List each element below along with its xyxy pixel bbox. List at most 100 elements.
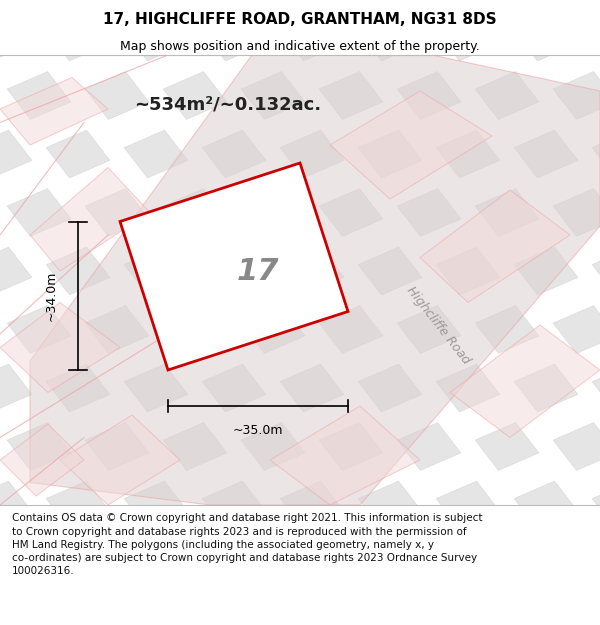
Polygon shape	[0, 302, 120, 392]
Polygon shape	[358, 598, 422, 625]
Polygon shape	[46, 247, 110, 295]
Polygon shape	[0, 247, 32, 295]
Text: 17: 17	[237, 256, 279, 286]
Text: ~35.0m: ~35.0m	[233, 424, 283, 438]
Polygon shape	[358, 247, 422, 295]
Polygon shape	[553, 422, 600, 471]
Text: ~34.0m: ~34.0m	[44, 271, 58, 321]
Polygon shape	[120, 163, 348, 370]
Polygon shape	[436, 364, 500, 412]
Polygon shape	[163, 189, 227, 236]
Polygon shape	[202, 13, 266, 61]
Polygon shape	[163, 0, 227, 2]
Polygon shape	[85, 72, 149, 119]
Polygon shape	[358, 130, 422, 178]
Polygon shape	[592, 364, 600, 412]
Polygon shape	[475, 0, 539, 2]
Polygon shape	[85, 0, 149, 2]
Text: Map shows position and indicative extent of the property.: Map shows position and indicative extent…	[120, 39, 480, 52]
Polygon shape	[124, 598, 188, 625]
Polygon shape	[7, 189, 71, 236]
Text: Highcliffe Road: Highcliffe Road	[404, 284, 472, 366]
Polygon shape	[397, 422, 461, 471]
Polygon shape	[514, 364, 578, 412]
Polygon shape	[7, 306, 71, 353]
Polygon shape	[46, 364, 110, 412]
Polygon shape	[124, 130, 188, 178]
Polygon shape	[163, 539, 227, 588]
Polygon shape	[0, 424, 84, 496]
Polygon shape	[124, 13, 188, 61]
Polygon shape	[124, 481, 188, 529]
Polygon shape	[241, 189, 305, 236]
Polygon shape	[397, 72, 461, 119]
Polygon shape	[397, 306, 461, 353]
Polygon shape	[46, 13, 110, 61]
Polygon shape	[475, 72, 539, 119]
Polygon shape	[514, 481, 578, 529]
Polygon shape	[280, 364, 344, 412]
Polygon shape	[163, 422, 227, 471]
Polygon shape	[60, 415, 180, 505]
Polygon shape	[7, 0, 71, 2]
Polygon shape	[514, 598, 578, 625]
Polygon shape	[319, 189, 383, 236]
Polygon shape	[0, 364, 32, 412]
Polygon shape	[241, 306, 305, 353]
Polygon shape	[241, 422, 305, 471]
Polygon shape	[124, 364, 188, 412]
Polygon shape	[7, 539, 71, 588]
Polygon shape	[475, 306, 539, 353]
Polygon shape	[30, 168, 150, 271]
Polygon shape	[163, 306, 227, 353]
Polygon shape	[124, 247, 188, 295]
Polygon shape	[319, 0, 383, 2]
Polygon shape	[436, 13, 500, 61]
Polygon shape	[397, 0, 461, 2]
Polygon shape	[280, 130, 344, 178]
Polygon shape	[241, 539, 305, 588]
Polygon shape	[0, 598, 32, 625]
Polygon shape	[397, 539, 461, 588]
Polygon shape	[450, 325, 600, 437]
Polygon shape	[436, 247, 500, 295]
Polygon shape	[7, 72, 71, 119]
Polygon shape	[280, 13, 344, 61]
Polygon shape	[553, 189, 600, 236]
Polygon shape	[330, 91, 492, 199]
Polygon shape	[436, 481, 500, 529]
Polygon shape	[592, 13, 600, 61]
Polygon shape	[0, 130, 32, 178]
Polygon shape	[592, 481, 600, 529]
Polygon shape	[270, 406, 420, 505]
Polygon shape	[319, 422, 383, 471]
Polygon shape	[319, 539, 383, 588]
Polygon shape	[85, 539, 149, 588]
Polygon shape	[85, 306, 149, 353]
Polygon shape	[475, 422, 539, 471]
Polygon shape	[592, 247, 600, 295]
Polygon shape	[319, 306, 383, 353]
Polygon shape	[514, 247, 578, 295]
Polygon shape	[358, 13, 422, 61]
Polygon shape	[0, 78, 108, 145]
Polygon shape	[514, 13, 578, 61]
Polygon shape	[163, 72, 227, 119]
Polygon shape	[592, 598, 600, 625]
Text: ~534m²/~0.132ac.: ~534m²/~0.132ac.	[134, 96, 322, 114]
Polygon shape	[30, 55, 600, 505]
Text: 17, HIGHCLIFFE ROAD, GRANTHAM, NG31 8DS: 17, HIGHCLIFFE ROAD, GRANTHAM, NG31 8DS	[103, 12, 497, 27]
Polygon shape	[241, 0, 305, 2]
Polygon shape	[202, 130, 266, 178]
Polygon shape	[436, 598, 500, 625]
Polygon shape	[202, 598, 266, 625]
Polygon shape	[358, 364, 422, 412]
Polygon shape	[280, 598, 344, 625]
Polygon shape	[7, 422, 71, 471]
Polygon shape	[475, 189, 539, 236]
Polygon shape	[436, 130, 500, 178]
Polygon shape	[553, 72, 600, 119]
Polygon shape	[420, 190, 570, 302]
Polygon shape	[514, 130, 578, 178]
Polygon shape	[475, 539, 539, 588]
